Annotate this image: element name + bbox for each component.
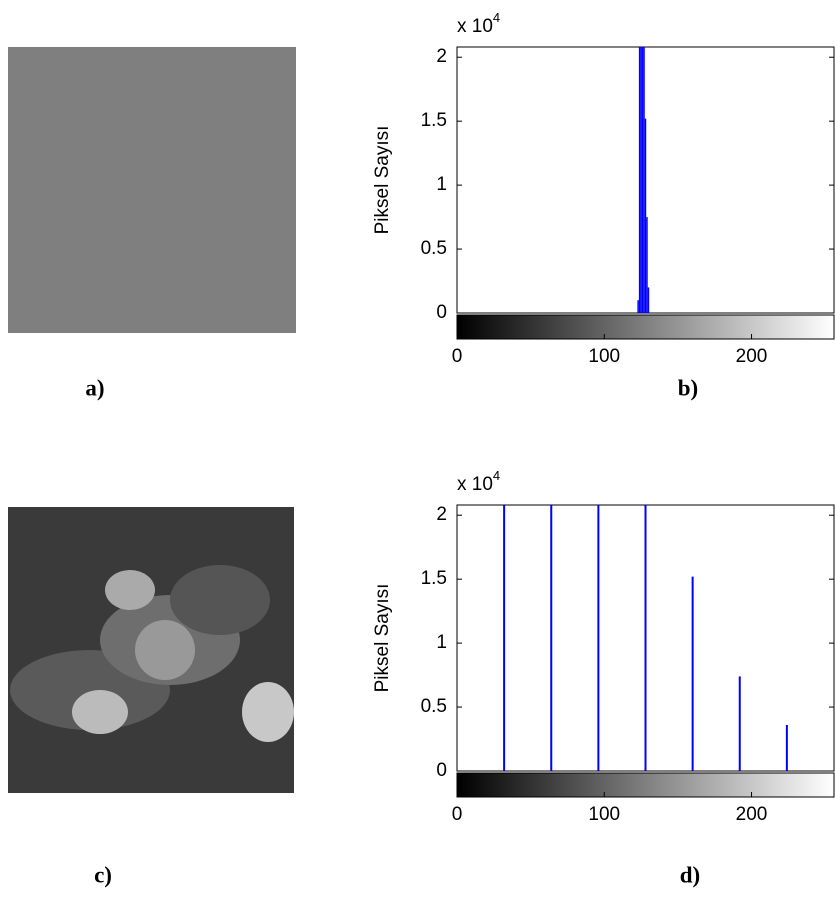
plot-area (637, 47, 650, 313)
y-axis-label: Piksel Sayısı (372, 584, 393, 693)
y-tick-label: 1 (436, 174, 447, 195)
bar (641, 47, 644, 313)
bar (638, 47, 641, 313)
image-a (8, 47, 296, 333)
panel-label: d) (680, 862, 700, 887)
x-tick-label: 200 (736, 346, 768, 367)
bar (644, 118, 647, 313)
image-c (8, 507, 294, 793)
plot-area (503, 505, 788, 771)
y-tick-label: 1.5 (421, 110, 447, 131)
bar (640, 47, 642, 313)
x-tick-label: 200 (736, 804, 768, 825)
y-tick-label: 0 (436, 302, 447, 323)
bar (637, 300, 639, 313)
panel-label: c) (94, 862, 112, 887)
panel-label: b) (678, 375, 698, 400)
panel-label: a) (85, 375, 104, 400)
bar (643, 47, 645, 313)
y-tick-label: 0 (436, 760, 447, 781)
y-scale-label: x 104 (457, 10, 500, 37)
x-tick-label: 100 (588, 346, 620, 367)
y-scale-base: x 10 (457, 474, 493, 495)
colorbar (456, 314, 835, 340)
x-tick-label: 0 (452, 804, 463, 825)
y-scale-exponent: 4 (493, 10, 500, 25)
bar (647, 287, 650, 313)
x-tick-label: 0 (452, 346, 463, 367)
y-tick-label: 2 (436, 504, 447, 525)
x-tick-label: 100 (588, 804, 620, 825)
y-tick-label: 2 (436, 46, 447, 67)
y-scale-label: x 104 (457, 468, 500, 495)
colorbar (456, 772, 835, 798)
y-tick-label: 0.5 (421, 696, 447, 717)
y-tick-label: 1.5 (421, 568, 447, 589)
y-axis-label: Piksel Sayısı (372, 126, 393, 235)
y-tick-label: 1 (436, 632, 447, 653)
y-scale-base: x 10 (457, 16, 493, 37)
bar (646, 217, 648, 313)
y-tick-label: 0.5 (421, 238, 447, 259)
y-scale-exponent: 4 (493, 468, 500, 483)
